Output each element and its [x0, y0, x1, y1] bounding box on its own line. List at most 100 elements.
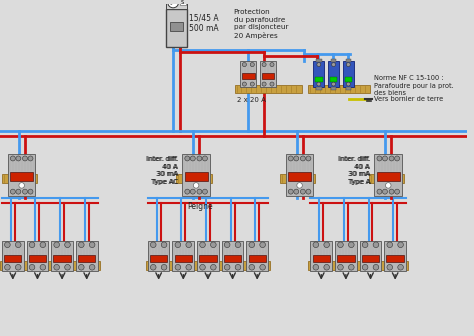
Circle shape	[185, 156, 190, 161]
Circle shape	[301, 189, 305, 194]
Circle shape	[387, 264, 392, 270]
Circle shape	[383, 189, 387, 194]
Circle shape	[79, 264, 84, 270]
Bar	[2, 241, 24, 271]
Circle shape	[28, 156, 33, 161]
Bar	[360, 241, 382, 271]
Circle shape	[10, 189, 15, 194]
Circle shape	[190, 189, 195, 194]
Bar	[182, 154, 210, 196]
Bar	[386, 255, 404, 262]
Circle shape	[383, 156, 387, 161]
Bar	[180, 0, 186, 5]
Text: Protection
du parafoudre
par disjoncteur
20 Ampères: Protection du parafoudre par disjoncteur…	[234, 9, 288, 39]
Circle shape	[197, 189, 202, 194]
Circle shape	[297, 183, 302, 188]
Circle shape	[235, 242, 241, 248]
Circle shape	[306, 189, 311, 194]
Bar	[235, 85, 301, 93]
Circle shape	[313, 242, 319, 248]
Bar	[146, 261, 270, 270]
Text: S: S	[181, 0, 184, 4]
Bar	[184, 172, 208, 181]
Bar	[330, 77, 337, 82]
Bar	[335, 241, 357, 271]
Bar	[51, 241, 73, 271]
Circle shape	[197, 156, 202, 161]
Bar	[4, 255, 21, 262]
Text: Inter. diff.
40 A
30 mA
Type A: Inter. diff. 40 A 30 mA Type A	[339, 156, 371, 185]
Circle shape	[262, 62, 266, 67]
Circle shape	[185, 189, 190, 194]
Circle shape	[64, 264, 70, 270]
Bar	[242, 73, 255, 79]
Circle shape	[235, 264, 241, 270]
Circle shape	[324, 242, 329, 248]
Circle shape	[16, 264, 21, 270]
Circle shape	[373, 264, 379, 270]
Circle shape	[242, 62, 246, 67]
Circle shape	[337, 242, 343, 248]
Bar	[2, 174, 37, 183]
Bar	[369, 174, 404, 183]
Circle shape	[190, 156, 195, 161]
Circle shape	[294, 156, 299, 161]
Bar	[345, 77, 352, 82]
Circle shape	[250, 62, 255, 67]
Bar	[331, 59, 336, 62]
Circle shape	[224, 264, 230, 270]
Bar	[260, 61, 276, 87]
Bar	[288, 172, 311, 181]
Circle shape	[54, 264, 59, 270]
Circle shape	[200, 242, 205, 248]
Circle shape	[294, 189, 299, 194]
Bar	[362, 255, 379, 262]
Circle shape	[398, 264, 403, 270]
Circle shape	[337, 264, 343, 270]
Circle shape	[16, 242, 21, 248]
Bar	[199, 255, 217, 262]
Circle shape	[193, 183, 199, 188]
Circle shape	[306, 156, 311, 161]
Circle shape	[377, 189, 382, 194]
Circle shape	[210, 242, 216, 248]
Circle shape	[317, 82, 321, 86]
Bar	[262, 73, 274, 79]
Circle shape	[224, 242, 230, 248]
Bar	[377, 172, 400, 181]
Circle shape	[22, 156, 27, 161]
Bar	[10, 172, 33, 181]
Circle shape	[288, 156, 293, 161]
Text: 15/45 A
500 mA: 15/45 A 500 mA	[189, 13, 219, 33]
Circle shape	[362, 264, 368, 270]
Bar	[316, 59, 321, 62]
Bar	[309, 261, 408, 270]
Circle shape	[348, 242, 354, 248]
Circle shape	[202, 189, 208, 194]
Circle shape	[373, 242, 379, 248]
Circle shape	[5, 242, 10, 248]
Circle shape	[186, 242, 191, 248]
Circle shape	[362, 242, 368, 248]
Bar	[54, 255, 71, 262]
Circle shape	[40, 242, 46, 248]
Bar	[150, 255, 167, 262]
Bar	[286, 154, 313, 196]
Text: Inter. diff.
40 A
30 mA
Type AC: Inter. diff. 40 A 30 mA Type AC	[146, 156, 177, 185]
Bar	[328, 61, 339, 87]
Circle shape	[387, 242, 392, 248]
Circle shape	[29, 264, 35, 270]
Bar	[280, 174, 315, 183]
Bar	[8, 154, 36, 196]
Circle shape	[150, 242, 156, 248]
Bar	[374, 154, 402, 196]
Circle shape	[250, 82, 255, 86]
Bar	[197, 241, 219, 271]
Bar	[176, 174, 212, 183]
Bar	[384, 241, 406, 271]
Bar	[312, 255, 330, 262]
Circle shape	[317, 62, 321, 67]
Bar	[246, 241, 268, 271]
Bar	[315, 77, 323, 82]
Circle shape	[200, 264, 205, 270]
